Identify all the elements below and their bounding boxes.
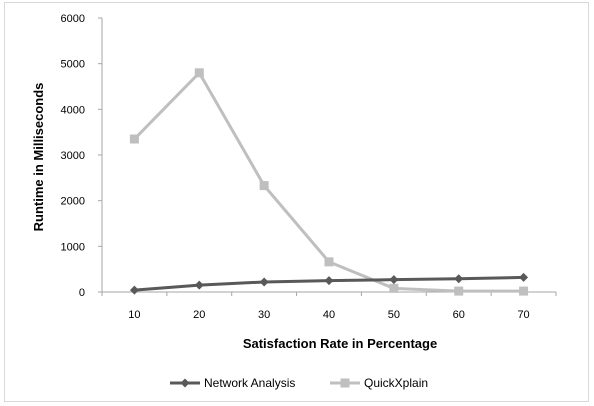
data-point <box>194 280 204 290</box>
legend-marker <box>340 378 350 388</box>
data-point <box>389 283 399 293</box>
x-tick-label: 20 <box>193 309 205 321</box>
x-tick-label: 60 <box>453 309 465 321</box>
legend-marker <box>180 378 190 388</box>
data-point <box>519 286 529 296</box>
y-axis-title: Runtime in Milliseconds <box>31 83 46 232</box>
series-layer <box>129 68 529 296</box>
y-tick-label: 5000 <box>61 59 85 71</box>
data-point <box>389 275 399 285</box>
data-point <box>259 181 269 191</box>
data-point <box>519 272 529 282</box>
legend-label: Network Analysis <box>204 376 295 390</box>
x-tick-label: 50 <box>388 309 400 321</box>
series-quickxplain <box>129 68 529 296</box>
x-tick-label: 10 <box>128 309 140 321</box>
x-tick-label: 30 <box>258 309 270 321</box>
data-point <box>129 285 139 295</box>
x-tick-label: 40 <box>323 309 335 321</box>
data-point <box>129 134 139 144</box>
data-point <box>194 68 204 78</box>
y-axis-ticks: 0 1000 2000 3000 4000 5000 6000 <box>61 13 102 299</box>
y-tick-label: 0 <box>79 287 85 299</box>
x-axis-title: Satisfaction Rate in Percentage <box>243 336 437 351</box>
data-point <box>454 274 464 284</box>
y-tick-label: 1000 <box>61 241 85 253</box>
data-point <box>324 276 334 286</box>
series-network-analysis <box>129 272 529 295</box>
legend-item: Network Analysis <box>170 376 295 390</box>
x-tick-label: 70 <box>517 309 529 321</box>
y-tick-label: 4000 <box>61 104 85 116</box>
y-tick-label: 3000 <box>61 150 85 162</box>
x-axis-ticks: 10 20 30 40 50 60 70 <box>101 292 557 321</box>
legend-label: QuickXplain <box>364 376 428 390</box>
data-point <box>324 257 334 267</box>
legend: Network Analysis QuickXplain <box>170 376 428 390</box>
data-point <box>259 277 269 287</box>
y-tick-label: 6000 <box>61 13 85 25</box>
y-tick-label: 2000 <box>61 196 85 208</box>
data-point <box>454 286 464 296</box>
legend-item: QuickXplain <box>330 376 428 390</box>
